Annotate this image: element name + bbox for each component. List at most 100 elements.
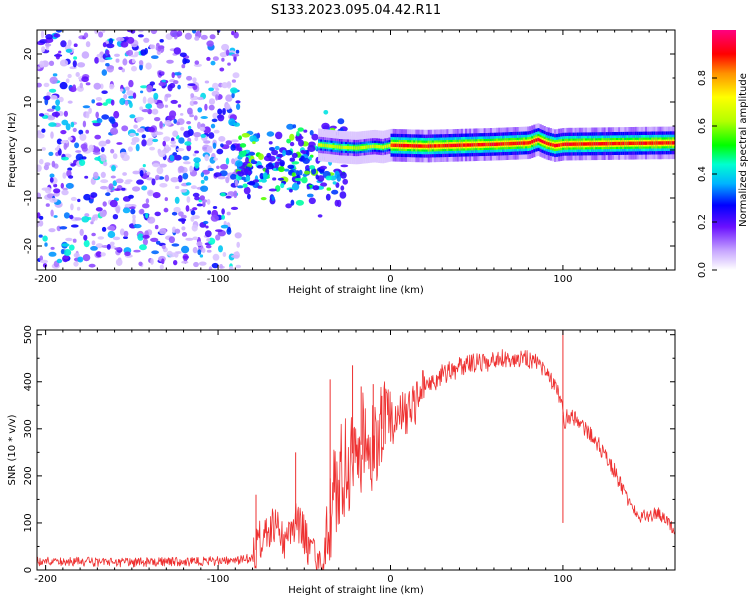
spectrogram-cell [164, 174, 170, 182]
spectrogram-cell [199, 195, 205, 201]
spectrogram-band-cell [620, 141, 623, 146]
spectrogram-cell [284, 149, 293, 156]
spectrogram-cell [132, 92, 137, 99]
spectrogram-cell [205, 245, 212, 249]
spectrogram-cell [100, 83, 104, 90]
spectrogram-cell [283, 168, 290, 172]
spectrogram-cell [325, 193, 331, 201]
spectrogram-cell [60, 130, 67, 135]
spectrogram-cell [192, 192, 200, 198]
spectrogram-cell [208, 98, 216, 105]
spectrogram-cell [45, 203, 50, 207]
spectrogram-cell [241, 176, 247, 181]
spectrogram-band-cell [537, 137, 540, 142]
spectrogram-cell [73, 43, 78, 47]
spectrogram-cell [215, 88, 220, 91]
spectrogram-band-cell [638, 141, 641, 145]
spectrogram-cell [128, 194, 134, 199]
spectrogram-cell [231, 79, 236, 83]
spectrogram-cell [146, 85, 153, 93]
spectrogram-cell [45, 34, 53, 40]
spectrogram-band-cell [351, 146, 354, 150]
spectrogram-cell [44, 95, 51, 101]
spectrogram-band-cell [609, 141, 612, 146]
spectrogram-cell [205, 225, 209, 229]
spectrogram-cell [114, 247, 122, 251]
spectrogram-cell [102, 161, 108, 167]
spectrogram-cell [200, 179, 205, 184]
spectrogram-cell [234, 179, 239, 187]
spectrogram-cell [215, 234, 221, 241]
spectrogram-cell [164, 104, 169, 108]
spectrogram-band-cell [398, 143, 401, 148]
spectrogram-cell [231, 158, 235, 165]
spectrogram-cell [39, 158, 44, 165]
spectrogram-band-cell [527, 141, 530, 145]
spectrogram-cell [116, 142, 123, 145]
spectrogram-cell [96, 54, 102, 58]
spectrogram-cell [152, 138, 159, 143]
spectrogram-cell [93, 146, 100, 153]
spectrogram-cell [260, 197, 267, 201]
spectrogram-cell [256, 165, 264, 169]
spectrogram-band-cell [498, 142, 501, 146]
spectrogram-band-cell [632, 141, 635, 145]
spectrogram-cell [119, 228, 125, 236]
spectrogram-cell [102, 42, 107, 48]
spectrogram-cell [135, 143, 140, 152]
spectrogram-cell [197, 121, 201, 129]
spectrogram-band-cell [458, 143, 461, 147]
spectrogram-cell [79, 228, 84, 236]
spectrogram-cell [169, 154, 175, 162]
spectrogram-cell [319, 165, 327, 170]
spectrogram-band-cell [514, 141, 517, 146]
spectrogram-band-cell [427, 144, 430, 148]
spectrogram-cell [105, 62, 110, 67]
spectrogram-cell [187, 125, 192, 130]
spectrogram-cell [142, 96, 147, 104]
spectrogram-band-cell [624, 141, 627, 146]
spectrogram-cell [179, 52, 187, 58]
spectrogram-band-cell [667, 141, 670, 145]
spectrogram-cell [325, 175, 332, 181]
spectrogram-cell [65, 237, 73, 242]
spectrogram-cell [247, 170, 252, 175]
spectrogram-cell [219, 52, 228, 58]
spectrogram-cell [233, 122, 240, 127]
spectrogram-band-cell [487, 142, 490, 147]
spectrogram-cell [41, 147, 46, 151]
spectrogram-cell [155, 240, 161, 245]
spectrogram-cell [337, 118, 345, 125]
spectrogram-cell [268, 141, 273, 145]
spectrogram-cell [109, 241, 115, 246]
spectrogram-band-cell [574, 142, 577, 146]
spectrogram-band-cell [456, 143, 459, 147]
spectrogram-band-cell [345, 145, 348, 150]
spectrogram-cell [77, 198, 81, 203]
spectrogram-cell [225, 140, 232, 146]
spectrogram-cell [200, 116, 208, 119]
spectrogram-cell [69, 244, 75, 251]
spectrogram-cell [129, 114, 136, 119]
spectrogram-cell [43, 164, 50, 171]
spectrogram-cell [129, 206, 136, 210]
spectrogram-cell [193, 115, 198, 121]
spectrogram-band-cell [369, 144, 372, 149]
spectrogram-band-cell [520, 141, 523, 145]
spectrogram-cell [265, 163, 274, 170]
spectrogram-cell [83, 240, 90, 248]
spectrogram-cell [206, 145, 213, 154]
spectrogram-cell [72, 84, 76, 91]
spectrogram-cell [220, 163, 229, 170]
spectrogram-cell [100, 185, 108, 190]
spectrogram-cell [235, 100, 241, 104]
spectrogram-cell [192, 207, 198, 211]
spectrogram-cell [331, 189, 339, 195]
spectrogram-cell [197, 107, 203, 113]
spectrogram-cell [158, 45, 165, 50]
spectrogram-band-cell [582, 142, 586, 146]
spectrogram-band-cell [618, 141, 621, 146]
spectrogram-cell [306, 193, 314, 198]
spectrogram-cell [206, 56, 211, 61]
spectrogram-cell [170, 30, 178, 38]
